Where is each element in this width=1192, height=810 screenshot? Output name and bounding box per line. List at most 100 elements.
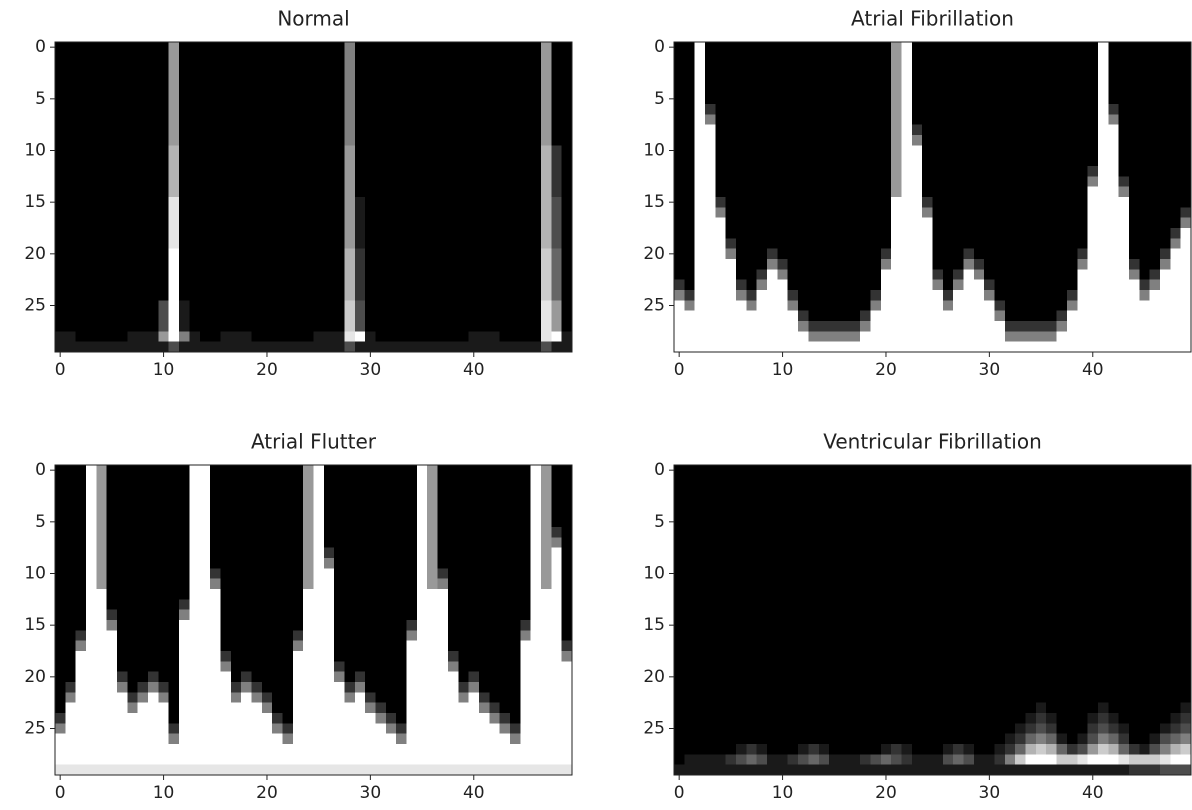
cell (829, 341, 841, 353)
cell (942, 155, 954, 167)
cell (427, 651, 439, 662)
cell (674, 465, 685, 476)
cell (86, 702, 97, 714)
cell (1180, 279, 1192, 291)
cell (478, 496, 490, 507)
cell (1108, 217, 1120, 229)
cell (1108, 186, 1120, 198)
cell (984, 83, 996, 95)
cell (292, 547, 304, 559)
cell (375, 465, 387, 476)
cell (839, 516, 851, 528)
cell (1097, 331, 1109, 343)
cell (168, 207, 180, 219)
cell (715, 300, 727, 312)
cell (55, 341, 66, 353)
cell (694, 73, 706, 84)
cell (694, 135, 706, 146)
cell (468, 259, 480, 270)
cell (96, 578, 108, 590)
cell (674, 537, 685, 549)
cell (942, 537, 954, 549)
cell (406, 609, 418, 621)
cell (251, 568, 263, 580)
cell (199, 609, 211, 621)
cell (520, 589, 532, 600)
cell (344, 537, 356, 549)
cell (437, 331, 449, 343)
cell (468, 516, 480, 528)
cell (416, 124, 428, 136)
cell (86, 589, 97, 600)
cell (86, 279, 97, 291)
cell (1108, 104, 1120, 115)
cell (179, 682, 191, 693)
cell (777, 290, 789, 301)
y-tick-label: 10 (24, 564, 46, 584)
cell (1004, 537, 1016, 549)
cell (1097, 73, 1109, 84)
cell (396, 83, 408, 95)
cell (725, 506, 737, 518)
cell (1180, 537, 1192, 549)
cell (1139, 506, 1151, 518)
cell (1180, 310, 1192, 322)
cell (199, 733, 211, 745)
cell (901, 475, 913, 487)
cell (1087, 485, 1099, 497)
cell (210, 723, 222, 735)
cell (942, 496, 954, 507)
cell (75, 547, 87, 559)
cell (365, 527, 377, 538)
cell (530, 300, 542, 312)
cell (241, 671, 253, 683)
cell (1046, 465, 1058, 476)
cell (282, 671, 294, 683)
cell (1159, 104, 1171, 115)
cell (1025, 166, 1037, 177)
cell (818, 166, 830, 177)
cell (1046, 207, 1058, 219)
cell (241, 744, 253, 755)
cell (922, 93, 934, 105)
cell (684, 42, 696, 53)
cell (1087, 135, 1099, 146)
cell (1108, 166, 1120, 177)
cell (137, 682, 149, 693)
cell (385, 42, 397, 53)
cell (787, 186, 799, 198)
cell (1035, 321, 1047, 332)
cell (725, 290, 737, 301)
cell (1046, 341, 1058, 353)
cell (953, 217, 965, 229)
cell (489, 527, 501, 538)
cell (922, 83, 934, 95)
cell (251, 475, 263, 487)
cell (261, 609, 273, 621)
cell (375, 651, 387, 662)
cell (241, 496, 253, 507)
cell (106, 713, 118, 724)
cell (561, 300, 573, 312)
cell (530, 516, 542, 528)
cell (127, 599, 139, 611)
cell (468, 723, 480, 735)
cell (818, 310, 830, 322)
cell (313, 341, 325, 353)
cell (694, 166, 706, 177)
cell (427, 702, 439, 714)
cell (1180, 506, 1192, 518)
cell (818, 155, 830, 167)
cell (148, 692, 159, 704)
cell (117, 238, 128, 250)
cell (736, 310, 747, 322)
cell (891, 465, 903, 476)
cell (406, 702, 418, 714)
cell (199, 692, 211, 704)
cell (870, 310, 882, 322)
cell (1025, 135, 1037, 146)
cell (1087, 537, 1099, 549)
cell (705, 217, 716, 229)
cell (416, 558, 428, 569)
cell (849, 300, 861, 312)
